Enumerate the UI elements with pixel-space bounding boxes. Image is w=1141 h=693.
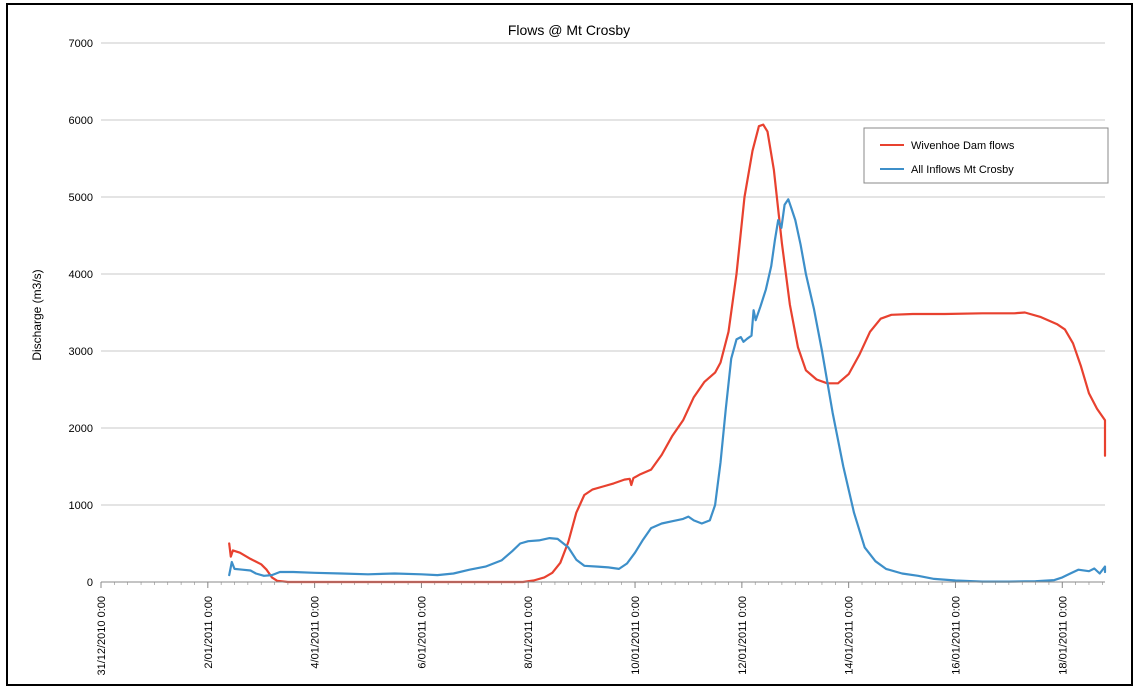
series-line-wivenhoe xyxy=(228,123,1107,584)
x-tick-label: 16/01/2011 0:00 xyxy=(950,596,962,675)
x-tick-label: 4/01/2011 0:00 xyxy=(310,596,322,669)
legend: Wivenhoe Dam flows All Inflows Mt Crosby xyxy=(863,127,1109,184)
gridlines xyxy=(101,42,1105,583)
y-axis-ticks: 0 1000 2000 3000 4000 5000 6000 7000 xyxy=(69,38,93,589)
legend-label-inflows: All Inflows Mt Crosby xyxy=(911,164,1014,176)
y-tick-label: 2000 xyxy=(69,423,93,435)
chart-title: Flows @ Mt Crosby xyxy=(508,22,630,38)
chart-frame: 0 1000 2000 3000 4000 5000 6000 7000 31/12/2010… xyxy=(6,3,1133,686)
y-axis-title: Discharge (m3/s) xyxy=(30,269,44,360)
y-tick-label: 1000 xyxy=(69,500,93,512)
x-tick-label: 10/01/2011 0:00 xyxy=(630,596,642,675)
x-tick-label: 2/01/2011 0:00 xyxy=(203,596,215,669)
x-tick-label: 18/01/2011 0:00 xyxy=(1057,596,1069,675)
series-line-inflows xyxy=(228,198,1107,583)
x-tick-label: 31/12/2010 0:00 xyxy=(96,596,108,676)
y-tick-label: 0 xyxy=(87,577,93,589)
y-tick-label: 7000 xyxy=(69,38,93,50)
y-tick-label: 6000 xyxy=(69,115,93,127)
y-tick-label: 5000 xyxy=(69,192,93,204)
y-tick-label: 3000 xyxy=(69,346,93,358)
x-tick-label: 14/01/2011 0:00 xyxy=(844,596,856,675)
x-tick-label: 6/01/2011 0:00 xyxy=(416,596,428,669)
x-tick-label: 12/01/2011 0:00 xyxy=(737,596,749,675)
legend-label-wivenhoe: Wivenhoe Dam flows xyxy=(911,140,1015,152)
legend-box xyxy=(863,127,1109,184)
series-lines xyxy=(228,123,1107,584)
x-tick-label: 8/01/2011 0:00 xyxy=(523,596,535,669)
y-tick-label: 4000 xyxy=(69,269,93,281)
x-axis-ticks: 31/12/2010 0:00 2/01/2011 0:00 4/01/2011 0… xyxy=(96,582,1103,676)
line-chart: 0 1000 2000 3000 4000 5000 6000 7000 31/12/2010… xyxy=(30,22,1109,676)
